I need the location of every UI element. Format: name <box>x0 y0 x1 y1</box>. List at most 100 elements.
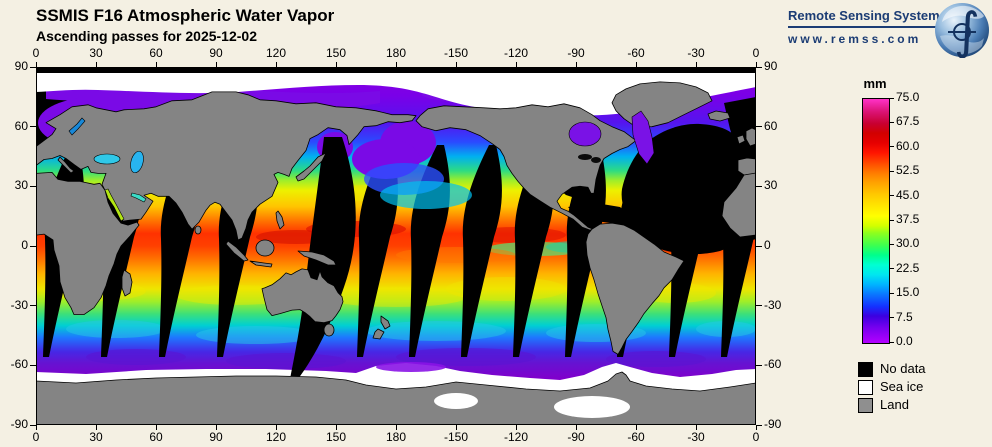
lat-tick-label: 60 <box>764 118 778 133</box>
australia <box>261 268 344 323</box>
npac-cyan <box>380 181 472 209</box>
north-pole-no-data <box>36 67 756 73</box>
colorbar-tick <box>889 341 894 343</box>
colorbar-tick-label: 30.0 <box>896 236 920 251</box>
lat-tick-right <box>756 185 762 187</box>
lat-tick-label: -30 <box>10 297 28 312</box>
lat-tick-right <box>756 126 762 128</box>
java <box>249 260 273 268</box>
lon-tick-label: 180 <box>385 430 407 444</box>
lat-tick-left <box>30 185 36 187</box>
lon-tick-label: 90 <box>209 46 223 60</box>
lon-tick-label: 180 <box>385 46 407 60</box>
lon-tick-label: 90 <box>209 430 223 444</box>
lat-tick-label: -60 <box>10 357 28 372</box>
lon-tick-label: -120 <box>503 430 529 444</box>
colorbar-tick-label: 0.0 <box>896 334 913 348</box>
south-america <box>585 222 685 355</box>
lon-tick-label: 60 <box>149 430 163 444</box>
sea-overlays <box>68 110 655 418</box>
great-lake-1 <box>578 154 592 160</box>
legend-swatch <box>858 380 873 395</box>
lat-tick-label: 90 <box>14 59 28 73</box>
madagascar <box>121 269 133 297</box>
sumatra <box>225 240 249 262</box>
colorbar-tick <box>889 243 894 245</box>
lat-tick-label: 60 <box>14 118 28 133</box>
lat-tick-left <box>30 305 36 307</box>
lon-tick-label: 0 <box>752 46 760 60</box>
borneo <box>255 239 275 257</box>
lon-tick-top <box>155 62 157 67</box>
japan <box>295 152 327 182</box>
new-guinea <box>297 250 337 266</box>
lon-tick-top <box>335 62 337 67</box>
lon-tick-label: -120 <box>503 46 529 60</box>
legend-label: Sea ice <box>880 379 924 394</box>
lon-tick-top <box>395 62 397 67</box>
new-zealand-south <box>372 328 385 340</box>
lon-tick-label: -150 <box>443 46 469 60</box>
colorbar-tick-label: 37.5 <box>896 212 920 226</box>
lon-tick-label: 0 <box>752 430 760 444</box>
lon-tick-bottom <box>695 425 697 430</box>
lon-tick-label: 30 <box>89 430 103 444</box>
baltic-sea <box>68 117 86 136</box>
lon-tick-bottom <box>515 425 517 430</box>
lon-tick-bottom <box>215 425 217 430</box>
legend-label: Land <box>880 397 909 412</box>
sri-lanka <box>194 225 202 235</box>
ross-shelf-ice <box>554 396 630 418</box>
land-masses <box>36 81 756 425</box>
lon-tick-top <box>455 62 457 67</box>
colorbar-tick <box>889 170 894 172</box>
lon-tick-top <box>275 62 277 67</box>
lat-tick-label: 30 <box>14 178 28 193</box>
lat-tick-right <box>756 245 762 247</box>
iceland <box>707 110 731 122</box>
lon-tick-top <box>755 62 757 67</box>
globe-logo-icon: ∫ <box>934 2 990 60</box>
lon-tick-label: 0 <box>32 46 40 60</box>
lon-tick-label: 30 <box>89 46 103 60</box>
lat-tick-left <box>30 66 36 68</box>
lat-tick-left <box>30 424 36 426</box>
ice-edge-purple <box>376 362 446 372</box>
lat-tick-label: -60 <box>764 357 782 372</box>
legend-swatch <box>858 398 873 413</box>
baffin-bay <box>631 110 655 165</box>
red-sea <box>104 188 125 222</box>
lat-tick-label: 0 <box>764 238 771 252</box>
lat-tick-label: -90 <box>10 417 28 431</box>
lon-tick-label: 150 <box>325 430 347 444</box>
africa <box>36 172 140 315</box>
colorbar-tick-label: 22.5 <box>896 260 920 275</box>
colorbar-tick-label: 60.0 <box>896 138 920 153</box>
lon-tick-top <box>635 62 637 67</box>
britain <box>745 127 756 147</box>
great-lake-2 <box>591 157 601 163</box>
lon-tick-label: -60 <box>627 46 645 60</box>
page-title: SSMIS F16 Atmospheric Water Vapor <box>36 6 335 25</box>
map-plot <box>36 67 756 425</box>
philippines <box>275 210 285 230</box>
lon-tick-top <box>575 62 577 67</box>
lon-tick-label: -30 <box>687 430 705 444</box>
colorbar-tick-label: 7.5 <box>896 309 913 324</box>
lat-tick-left <box>30 126 36 128</box>
lon-tick-label: 120 <box>265 430 287 444</box>
colorbar-tick <box>889 195 894 197</box>
lon-tick-label: 0 <box>32 430 40 444</box>
colorbar-tick <box>889 121 894 123</box>
lat-tick-label: 30 <box>764 178 778 193</box>
tasmania <box>323 323 335 337</box>
shelf-ice-2 <box>434 393 478 409</box>
colorbar-tick <box>889 268 894 270</box>
colorbar-tick <box>889 292 894 294</box>
lon-tick-label: -60 <box>627 430 645 444</box>
legend-swatch <box>858 362 873 377</box>
colorbar-tick-label: 45.0 <box>896 187 920 202</box>
colorbar-tick <box>889 146 894 148</box>
black-sea <box>93 153 121 165</box>
